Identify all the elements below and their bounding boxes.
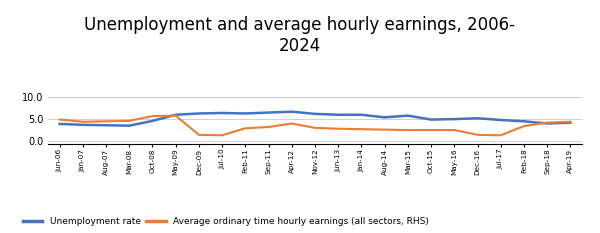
Text: Unemployment and average hourly earnings, 2006-
2024: Unemployment and average hourly earnings… [85, 16, 515, 55]
Average ordinary time hourly earnings (all sectors, RHS) [196, 134, 203, 136]
Unemployment rate [358, 113, 365, 116]
Unemployment rate [79, 123, 86, 126]
Average ordinary time hourly earnings (all sectors, RHS) [288, 122, 295, 125]
Unemployment rate [427, 118, 434, 121]
Average ordinary time hourly earnings (all sectors, RHS) [567, 120, 574, 123]
Line: Average ordinary time hourly earnings (all sectors, RHS): Average ordinary time hourly earnings (a… [59, 116, 571, 135]
Unemployment rate [474, 117, 481, 120]
Unemployment rate [567, 121, 574, 124]
Average ordinary time hourly earnings (all sectors, RHS) [497, 134, 505, 137]
Average ordinary time hourly earnings (all sectors, RHS) [149, 115, 156, 117]
Average ordinary time hourly earnings (all sectors, RHS) [311, 127, 319, 129]
Average ordinary time hourly earnings (all sectors, RHS) [544, 121, 551, 124]
Unemployment rate [172, 113, 179, 116]
Average ordinary time hourly earnings (all sectors, RHS) [427, 129, 434, 131]
Average ordinary time hourly earnings (all sectors, RHS) [172, 114, 179, 117]
Unemployment rate [335, 113, 342, 116]
Average ordinary time hourly earnings (all sectors, RHS) [358, 128, 365, 130]
Average ordinary time hourly earnings (all sectors, RHS) [520, 125, 527, 127]
Unemployment rate [288, 110, 295, 113]
Unemployment rate [381, 116, 388, 119]
Average ordinary time hourly earnings (all sectors, RHS) [79, 120, 86, 123]
Average ordinary time hourly earnings (all sectors, RHS) [404, 129, 412, 131]
Unemployment rate [56, 123, 63, 125]
Average ordinary time hourly earnings (all sectors, RHS) [242, 127, 249, 130]
Average ordinary time hourly earnings (all sectors, RHS) [381, 128, 388, 131]
Average ordinary time hourly earnings (all sectors, RHS) [474, 134, 481, 136]
Average ordinary time hourly earnings (all sectors, RHS) [451, 129, 458, 131]
Unemployment rate [149, 120, 156, 122]
Unemployment rate [125, 124, 133, 127]
Unemployment rate [520, 120, 527, 123]
Legend: Unemployment rate, Average ordinary time hourly earnings (all sectors, RHS): Unemployment rate, Average ordinary time… [23, 217, 429, 226]
Unemployment rate [242, 112, 249, 115]
Average ordinary time hourly earnings (all sectors, RHS) [335, 127, 342, 130]
Unemployment rate [404, 114, 412, 117]
Unemployment rate [311, 113, 319, 115]
Unemployment rate [497, 119, 505, 121]
Average ordinary time hourly earnings (all sectors, RHS) [56, 118, 63, 121]
Line: Unemployment rate: Unemployment rate [59, 112, 571, 126]
Unemployment rate [265, 111, 272, 114]
Average ordinary time hourly earnings (all sectors, RHS) [265, 126, 272, 128]
Unemployment rate [451, 118, 458, 120]
Unemployment rate [218, 112, 226, 114]
Average ordinary time hourly earnings (all sectors, RHS) [218, 134, 226, 137]
Average ordinary time hourly earnings (all sectors, RHS) [125, 120, 133, 122]
Unemployment rate [103, 124, 110, 127]
Unemployment rate [196, 112, 203, 115]
Unemployment rate [544, 122, 551, 125]
Average ordinary time hourly earnings (all sectors, RHS) [103, 120, 110, 123]
